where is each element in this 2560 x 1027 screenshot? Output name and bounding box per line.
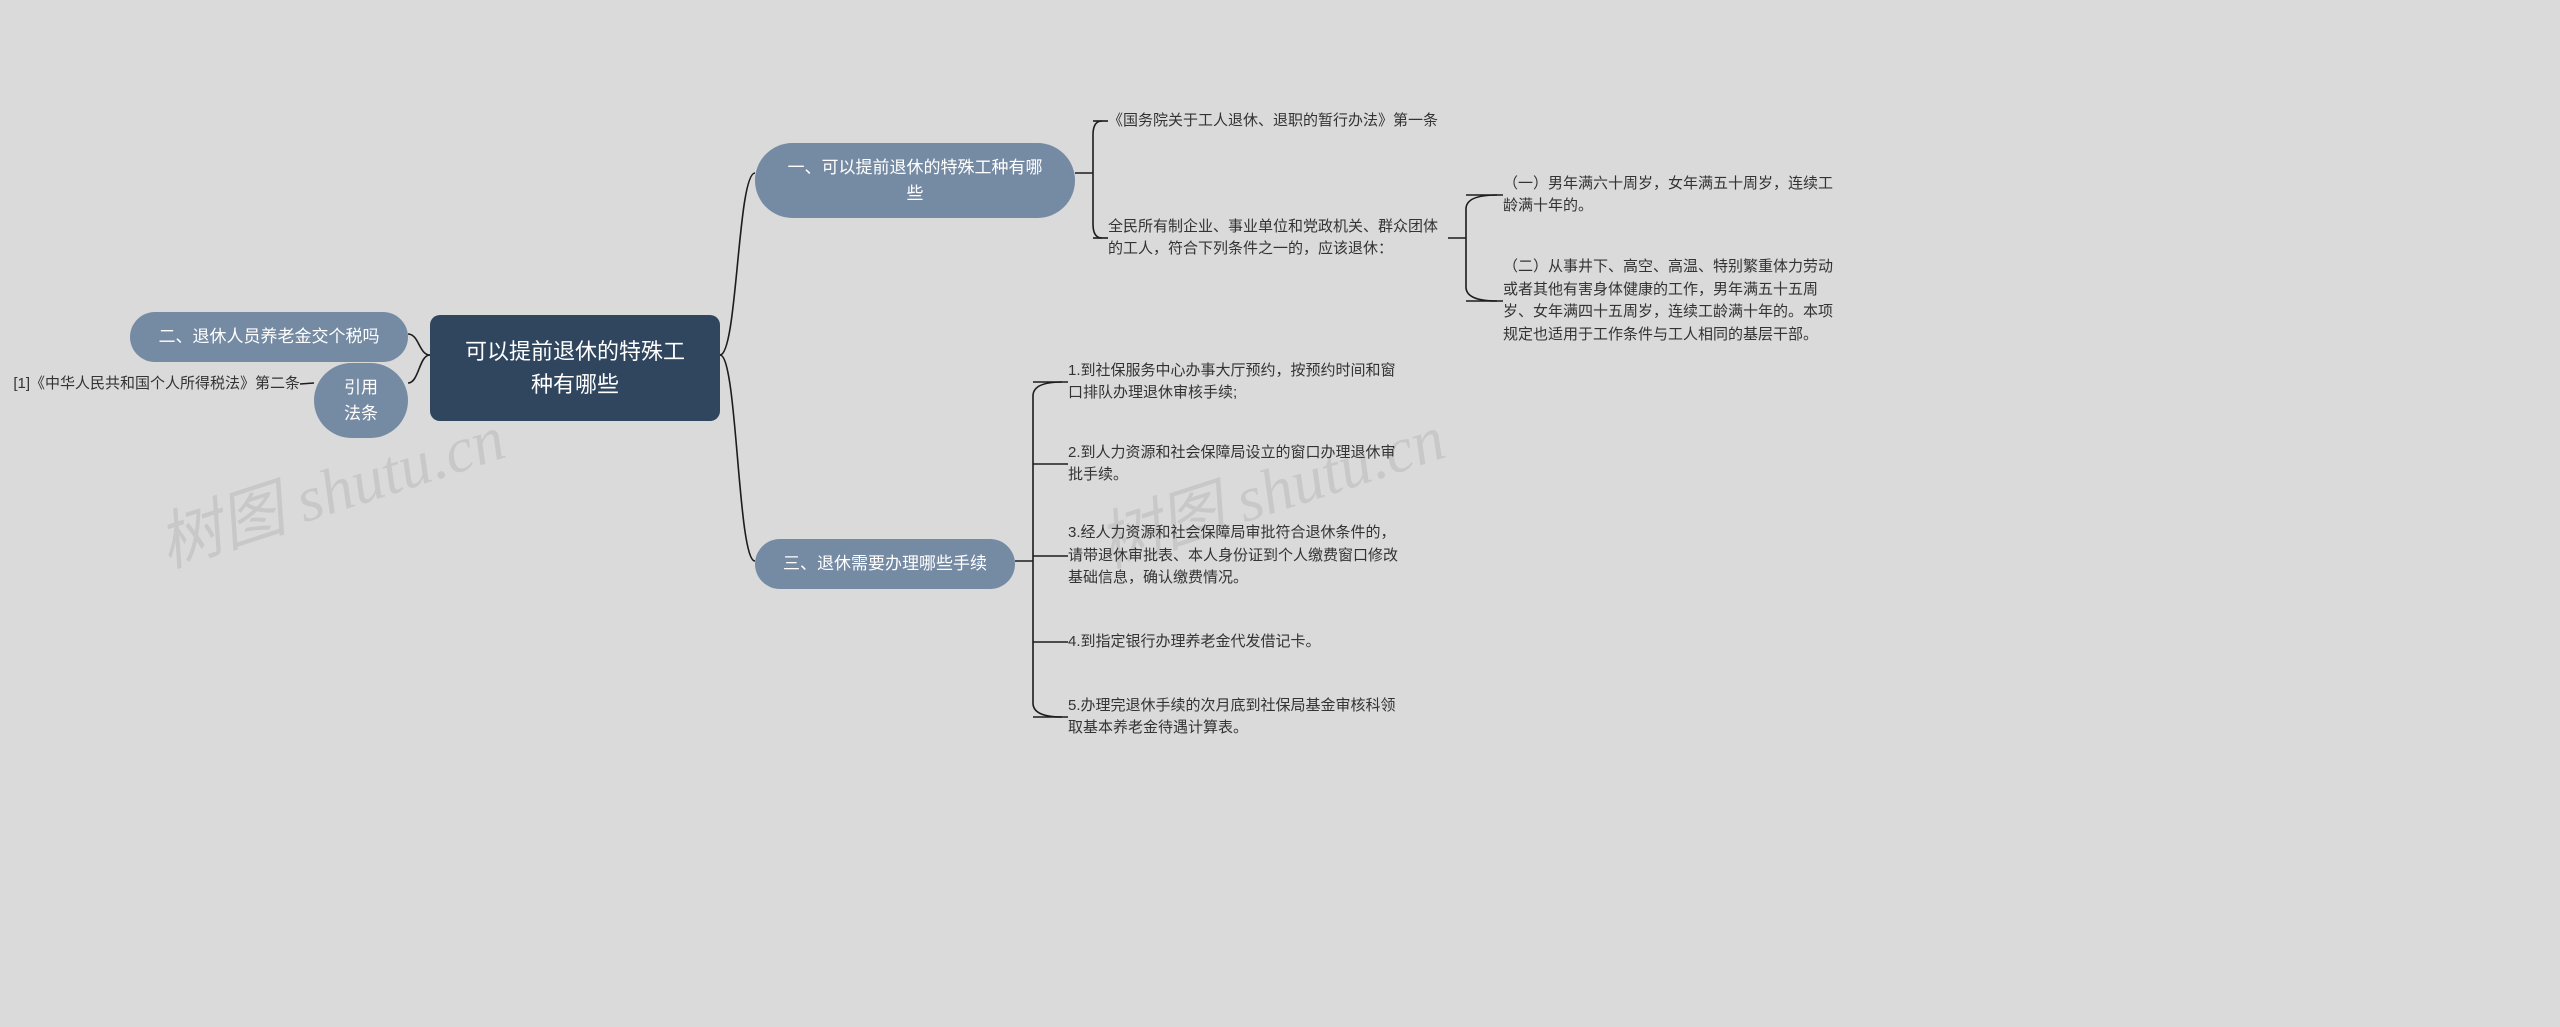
leaf-text: 2.到人力资源和社会保障局设立的窗口办理退休审批手续。 [1068,442,1408,487]
leaf-text: [1]《中华人民共和国个人所得税法》第二条 [13,373,300,396]
leaf-b3-1[interactable]: 1.到社保服务中心办事大厅预约，按预约时间和窗口排队办理退休审核手续; [1068,358,1408,406]
branch-2-label: 二、退休人员养老金交个税吗 [159,324,380,350]
leaf-b3-4[interactable]: 4.到指定银行办理养老金代发借记卡。 [1068,627,1408,657]
leaf-text: （一）男年满六十周岁，女年满五十周岁，连续工龄满十年的。 [1503,173,1843,218]
leaf-ref-1[interactable]: [1]《中华人民共和国个人所得税法》第二条 [0,372,300,396]
leaf-b3-3[interactable]: 3.经人力资源和社会保障局审批符合退休条件的，请带退休审批表、本人身份证到个人缴… [1068,520,1408,592]
leaf-text: 4.到指定银行办理养老金代发借记卡。 [1068,631,1321,654]
connector-layer [0,0,2560,1027]
leaf-b3-5[interactable]: 5.办理完退休手续的次月底到社保局基金审核科领取基本养老金待遇计算表。 [1068,693,1408,741]
branch-ref-label: 引用法条 [342,375,380,426]
leaf-text: 5.办理完退休手续的次月底到社保局基金审核科领取基本养老金待遇计算表。 [1068,695,1408,740]
branch-ref[interactable]: 引用法条 [314,363,408,438]
branch-3-label: 三、退休需要办理哪些手续 [783,551,987,577]
root-label: 可以提前退休的特殊工种有哪些 [460,335,690,401]
leaf-b1-2-2[interactable]: （二）从事井下、高空、高温、特别繁重体力劳动或者其他有害身体健康的工作，男年满五… [1503,241,1843,361]
leaf-text: 《国务院关于工人退休、退职的暂行办法》第一条 [1108,110,1438,133]
leaf-text: 全民所有制企业、事业单位和党政机关、群众团体的工人，符合下列条件之一的，应该退休… [1108,216,1448,261]
branch-2[interactable]: 二、退休人员养老金交个税吗 [130,312,408,362]
leaf-b1-1[interactable]: 《国务院关于工人退休、退职的暂行办法》第一条 [1108,97,1448,145]
leaf-text: 1.到社保服务中心办事大厅预约，按预约时间和窗口排队办理退休审核手续; [1068,360,1408,405]
mindmap-root[interactable]: 可以提前退休的特殊工种有哪些 [430,315,720,421]
leaf-b3-2[interactable]: 2.到人力资源和社会保障局设立的窗口办理退休审批手续。 [1068,440,1408,488]
leaf-b1-2[interactable]: 全民所有制企业、事业单位和党政机关、群众团体的工人，符合下列条件之一的，应该退休… [1108,203,1448,273]
branch-1-label: 一、可以提前退休的特殊工种有哪些 [783,155,1047,206]
branch-1[interactable]: 一、可以提前退休的特殊工种有哪些 [755,143,1075,218]
branch-3[interactable]: 三、退休需要办理哪些手续 [755,539,1015,589]
leaf-text: 3.经人力资源和社会保障局审批符合退休条件的，请带退休审批表、本人身份证到个人缴… [1068,522,1408,590]
leaf-text: （二）从事井下、高空、高温、特别繁重体力劳动或者其他有害身体健康的工作，男年满五… [1503,256,1843,346]
leaf-b1-2-1[interactable]: （一）男年满六十周岁，女年满五十周岁，连续工龄满十年的。 [1503,171,1843,219]
